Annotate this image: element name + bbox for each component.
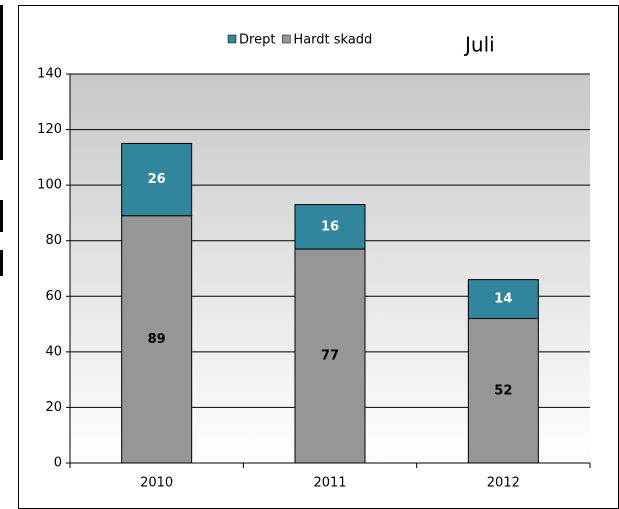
x-tick-label: 2012: [487, 476, 520, 491]
bar-segment: [121, 215, 193, 464]
y-tick-label: 120: [37, 122, 62, 137]
y-tick-label: 20: [45, 400, 62, 415]
data-label: 26: [148, 172, 166, 187]
legend-label: Drept: [239, 33, 275, 48]
x-tick-label: 2010: [140, 476, 173, 491]
edge-artifact: [0, 250, 3, 276]
bar-segment: [294, 204, 366, 250]
data-label: 89: [148, 332, 166, 347]
y-tick-label: 0: [54, 456, 62, 471]
x-tick-label: 2011: [313, 476, 346, 491]
bar-segment: [467, 279, 539, 320]
annotation: Juli: [463, 33, 495, 57]
y-tick-label: 80: [45, 233, 62, 248]
legend-label: Hardt skadd: [293, 33, 372, 48]
edge-artifact: [0, 200, 3, 232]
y-tick-label: 60: [45, 289, 62, 304]
legend-swatch: [282, 34, 291, 44]
data-label: 52: [494, 383, 512, 398]
edge-artifact: [0, 5, 3, 160]
bar-segment: [294, 248, 366, 464]
data-label: 14: [494, 292, 512, 307]
y-tick-label: 140: [37, 67, 62, 82]
data-label: 16: [321, 219, 339, 234]
y-tick-label: 40: [45, 344, 62, 359]
data-label: 77: [321, 349, 339, 364]
bar-segment: [121, 142, 193, 217]
y-tick-label: 100: [37, 178, 62, 193]
legend-swatch: [227, 34, 237, 44]
